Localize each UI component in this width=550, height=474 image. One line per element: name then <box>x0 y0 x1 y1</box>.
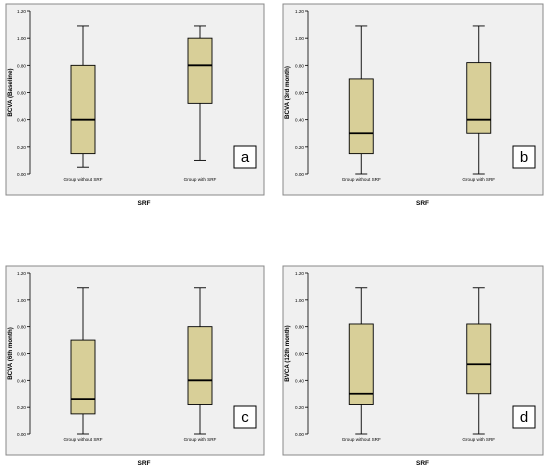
x-category-label: Group with SRF <box>184 437 217 442</box>
y-tick-label: 0.40 <box>17 118 26 123</box>
plot-frame <box>5 265 265 456</box>
y-tick-label: 0.20 <box>17 145 26 150</box>
y-tick-label: 0.40 <box>17 378 26 383</box>
y-tick-label: 0.20 <box>17 405 26 410</box>
x-category-label: Group without SRF <box>63 177 102 182</box>
iqr-box <box>466 62 492 134</box>
box-2 <box>187 25 213 161</box>
x-axis-title: SRF <box>416 460 429 467</box>
y-tick-label: 0.40 <box>295 118 304 123</box>
plot-frame <box>282 265 544 456</box>
iqr-box <box>70 339 96 415</box>
box-1 <box>348 25 374 175</box>
y-tick-label: 0.00 <box>17 432 26 437</box>
panel-label-box <box>233 405 257 429</box>
panel-label: c <box>241 409 249 426</box>
y-tick-label: 1.00 <box>295 298 304 303</box>
x-category-label: Group without SRF <box>342 437 381 442</box>
y-tick-label: 0.00 <box>17 172 26 177</box>
x-category-label: Group with SRF <box>184 177 217 182</box>
y-tick-label: 0.00 <box>295 432 304 437</box>
iqr-box <box>187 326 213 405</box>
x-category-label: Group without SRF <box>63 437 102 442</box>
x-category-label: Group with SRF <box>462 437 495 442</box>
y-tick-label: 0.00 <box>295 172 304 177</box>
x-axis-title: SRF <box>138 200 151 207</box>
panel-label-box <box>512 405 536 429</box>
y-axis-title: BCVA (Baseline) <box>7 68 14 116</box>
x-category-label: Group without SRF <box>342 177 381 182</box>
x-category-label: Group with SRF <box>462 177 495 182</box>
panel-label: b <box>520 149 528 166</box>
panel-label: d <box>520 409 528 426</box>
x-axis-title: SRF <box>138 460 151 467</box>
panel-label-box <box>512 145 536 169</box>
y-tick-label: 1.00 <box>17 36 26 41</box>
y-tick-label: 1.20 <box>17 9 26 14</box>
y-tick-label: 1.20 <box>17 271 26 276</box>
y-tick-label: 0.60 <box>17 352 26 357</box>
box-2 <box>466 25 492 175</box>
box-1 <box>70 25 96 168</box>
y-tick-label: 1.00 <box>17 298 26 303</box>
y-tick-label: 0.40 <box>295 378 304 383</box>
y-tick-label: 0.80 <box>295 63 304 68</box>
y-tick-label: 0.60 <box>17 91 26 96</box>
iqr-box <box>466 323 492 395</box>
y-axis-title: BCVA (3rd month) <box>284 66 291 119</box>
panel-label: a <box>241 149 250 166</box>
box-2 <box>187 287 213 435</box>
y-tick-label: 1.20 <box>295 9 304 14</box>
y-tick-label: 0.80 <box>295 325 304 330</box>
iqr-box <box>348 78 374 155</box>
y-tick-label: 1.00 <box>295 36 304 41</box>
y-axis-title: BCVA (6th month) <box>7 327 14 380</box>
chart-panel-c: 0.00 0.20 0.40 0.60 0.80 1.00 1.20 BCVA (6th mo… <box>5 265 265 467</box>
y-tick-label: 0.60 <box>295 352 304 357</box>
chart-panel-a: 0.00 0.20 0.40 0.60 0.80 1.00 1.20 BCVA (Baseli… <box>5 3 265 207</box>
y-tick-label: 0.20 <box>295 145 304 150</box>
plot-frame <box>282 3 544 196</box>
plot-frame <box>5 3 265 196</box>
panel-label-box <box>233 145 257 169</box>
y-axis-title: BVCA (12th month) <box>284 325 291 382</box>
y-tick-label: 0.80 <box>17 325 26 330</box>
box-2 <box>466 287 492 435</box>
y-tick-label: 1.20 <box>295 271 304 276</box>
box-1 <box>348 287 374 435</box>
iqr-box <box>348 323 374 405</box>
iqr-box <box>70 64 96 155</box>
chart-panel-b: 0.00 0.20 0.40 0.60 0.80 1.00 1.20 BCVA (3rd mo… <box>282 3 544 207</box>
box-1 <box>70 287 96 435</box>
y-tick-label: 0.20 <box>295 405 304 410</box>
iqr-box <box>187 37 213 104</box>
x-axis-title: SRF <box>416 200 429 207</box>
y-tick-label: 0.80 <box>17 63 26 68</box>
chart-panel-d: 0.00 0.20 0.40 0.60 0.80 1.00 1.20 BVCA (12th m… <box>282 265 544 467</box>
y-tick-label: 0.60 <box>295 91 304 96</box>
